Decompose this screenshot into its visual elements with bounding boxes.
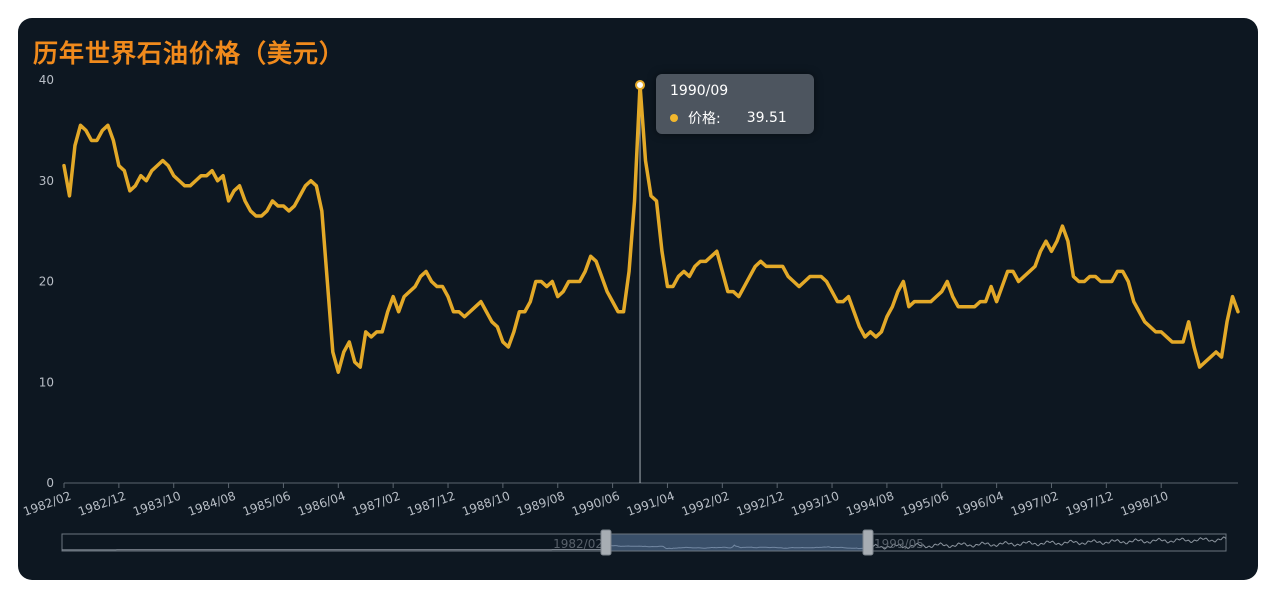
x-tick-label: 1997/02 [1009,489,1061,519]
tooltip-value: 39.51 [746,110,787,126]
y-tick-label: 40 [39,73,54,87]
slider-track [61,533,1227,552]
x-tick-label: 1991/04 [625,489,677,519]
y-tick-label: 10 [39,375,54,389]
hover-point [635,80,646,91]
slider-end-label: 1999/05 [874,537,924,551]
x-tick-label: 1994/08 [844,489,896,519]
chart-panel: 历年世界石油价格（美元） 0 10 20 30 40 1982/02 1982/12 1983… [18,18,1258,580]
slider-handle-start[interactable] [600,529,612,556]
x-tick-label: 1989/08 [515,489,567,519]
price-series-line [62,83,1240,374]
slider-handle-end[interactable] [862,529,874,556]
x-tick-label: 1997/12 [1064,489,1116,519]
x-tick-label: 1986/04 [296,489,348,519]
x-tick-label: 1995/06 [899,489,951,519]
y-tick-label: 0 [46,476,54,490]
x-tick-label: 1982/02 [21,489,73,519]
x-tick-label: 1983/10 [131,489,183,519]
tooltip-series-label: 价格: [688,111,721,127]
x-tick-label: 1993/10 [789,489,841,519]
x-tick-label: 1984/08 [186,489,238,519]
x-tick-label: 1985/06 [241,489,293,519]
tooltip-row: 价格: 39.51 [670,108,787,128]
y-tick-label: 30 [39,174,54,188]
x-tick-label: 1990/06 [570,489,622,519]
tooltip-date: 1990/09 [670,83,729,99]
x-tick-label: 1998/10 [1119,489,1171,519]
x-tick-label: 1992/12 [735,489,787,519]
slider-start-label: 1982/02 [553,537,603,551]
tooltip: 1990/09 价格: 39.51 [656,74,814,134]
y-tick-label: 20 [39,275,54,289]
x-tick-label: 1992/02 [680,489,732,519]
x-tick-label: 1996/04 [954,489,1006,519]
x-tick-label: 1982/12 [76,489,128,519]
chart-title: 历年世界石油价格（美元） [33,39,346,68]
x-tick-label: 1987/12 [405,489,457,519]
slider-selection [606,534,868,551]
x-tick-label: 1988/10 [460,489,512,519]
x-tick-label: 1987/02 [351,489,403,519]
tooltip-series-dot [670,114,678,122]
